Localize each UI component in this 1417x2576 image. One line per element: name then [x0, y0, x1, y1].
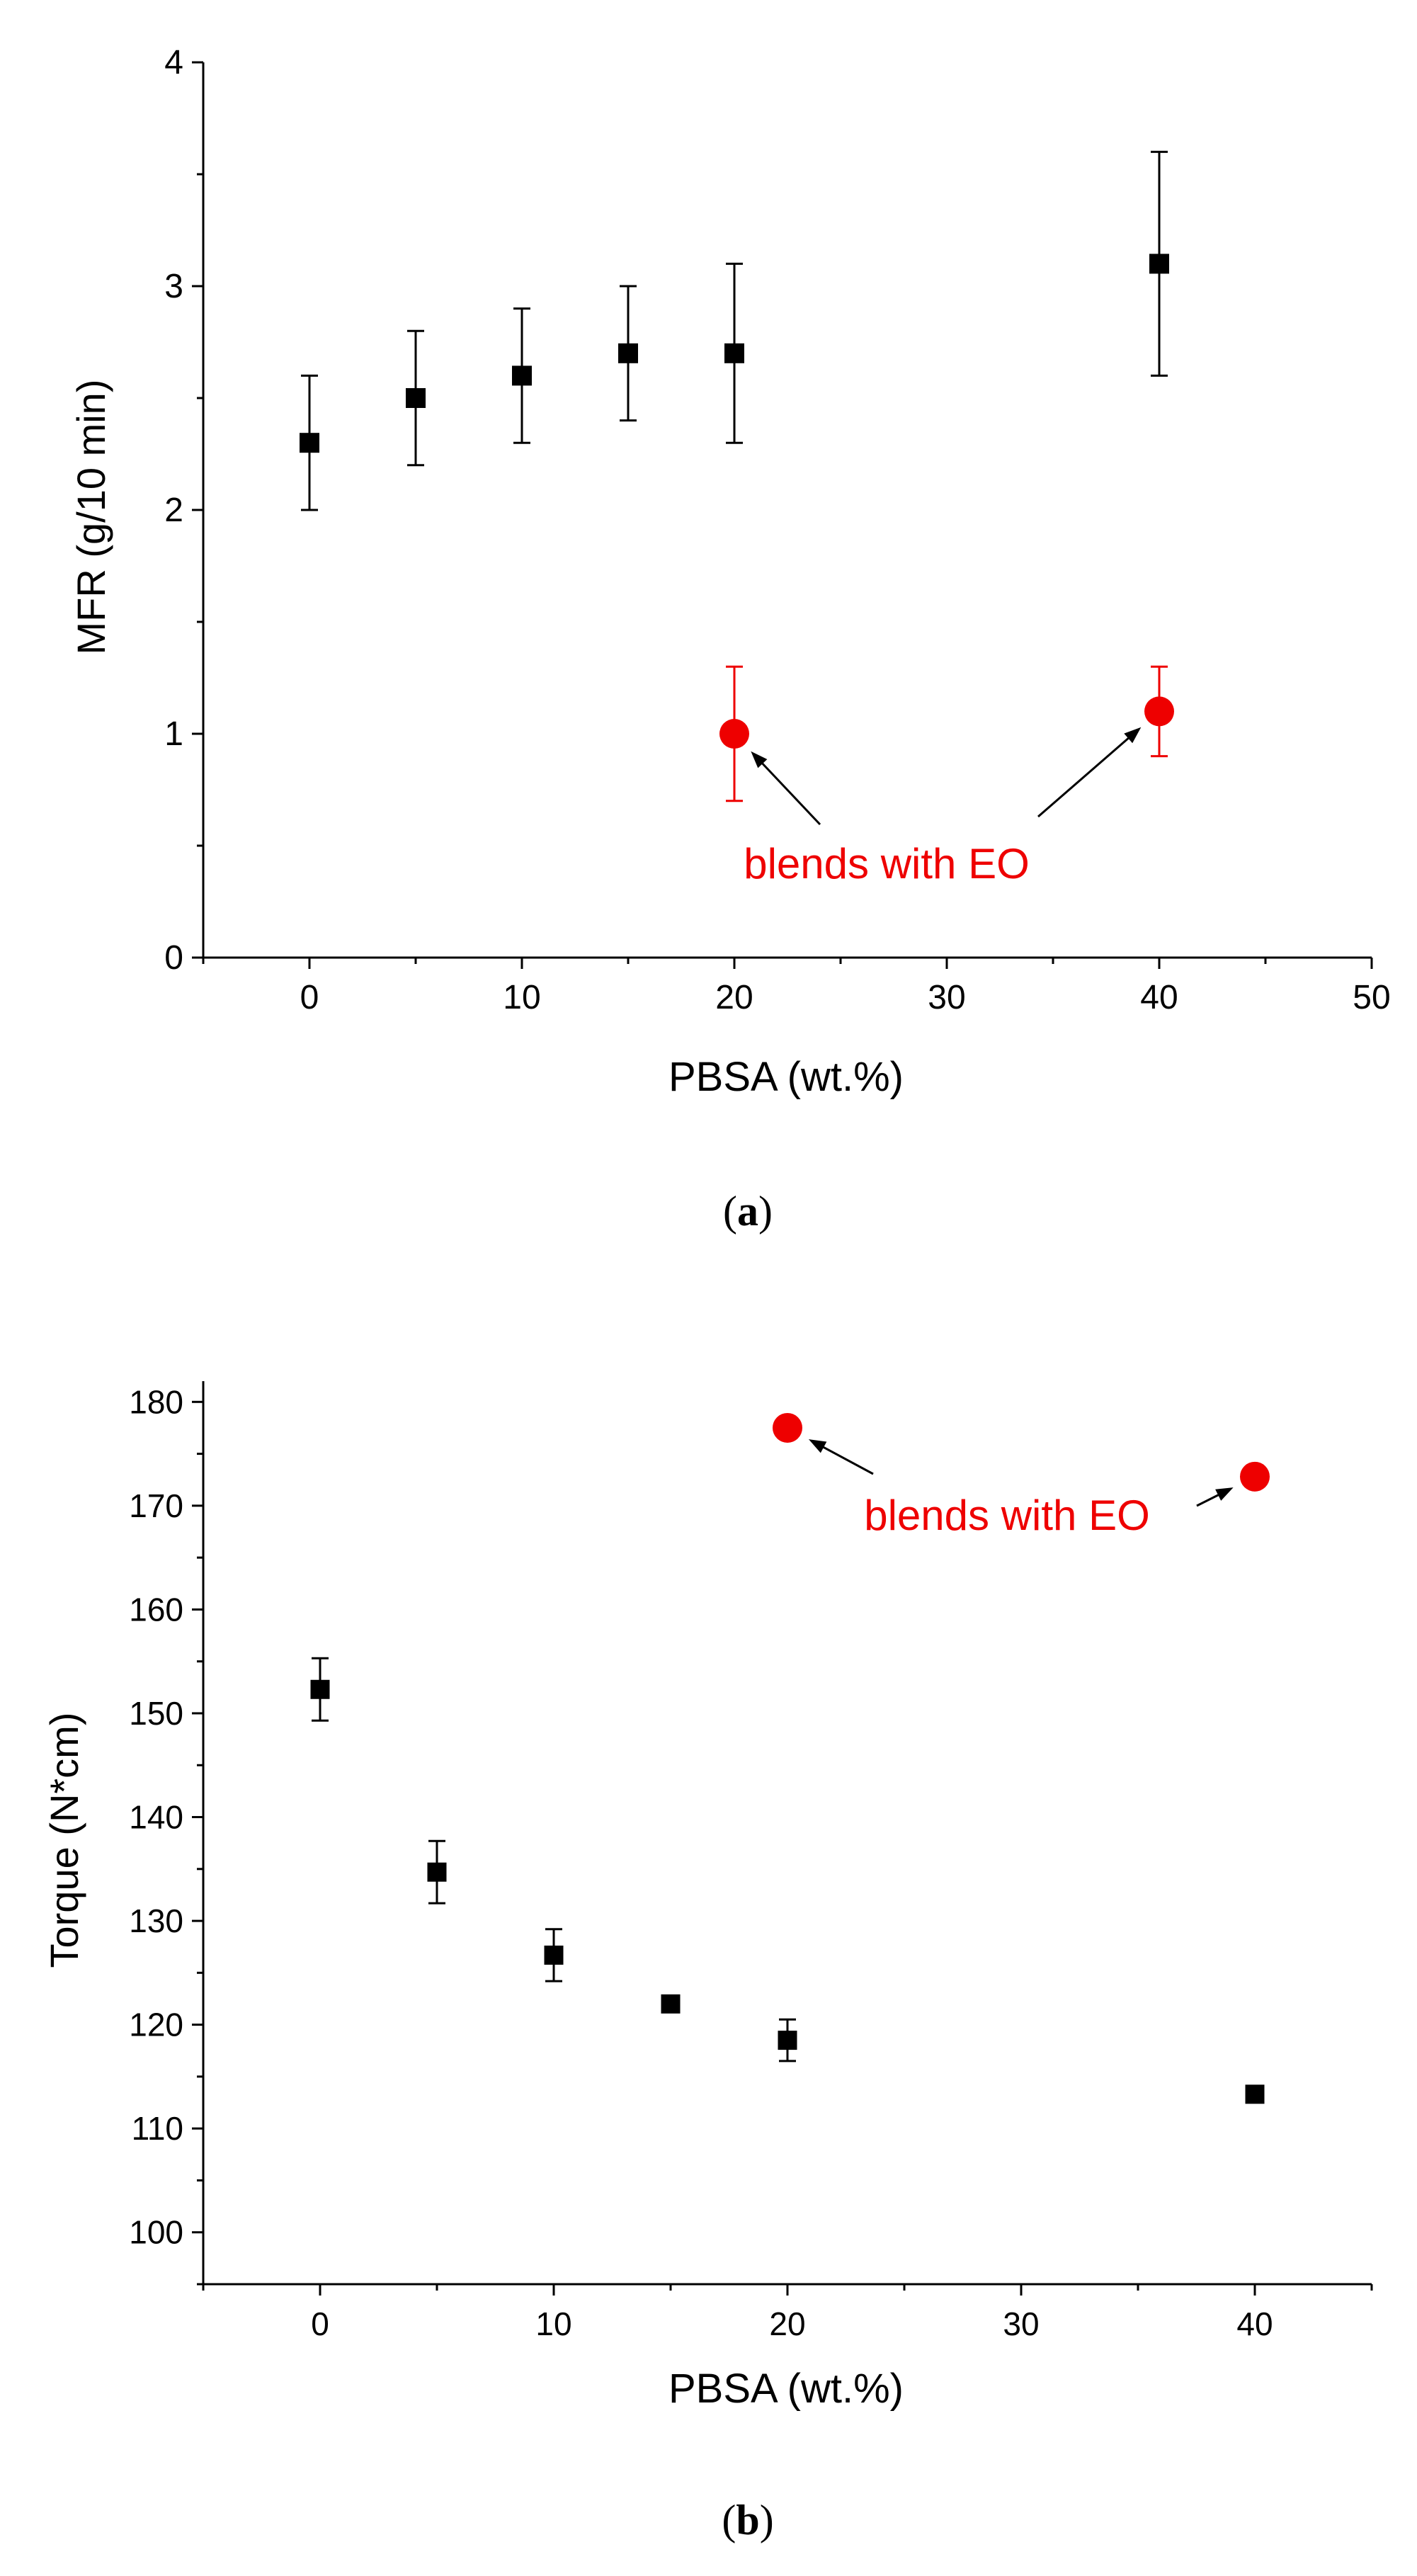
annotation-arrow-line: [816, 1443, 874, 1475]
y-tick-label: 0: [164, 939, 183, 977]
annotation-arrow-head: [751, 751, 768, 768]
data-point-square: [310, 1679, 330, 1699]
panel-b-marks: 0 10 20 30 40 100 110 120 130 140 150 160 170 180: [129, 1381, 1373, 2342]
x-tick-label: 30: [928, 979, 965, 1016]
x-tick-label: 30: [1003, 2305, 1039, 2342]
data-point-square: [618, 343, 638, 363]
panel-b-chart: 0 10 20 30 40 100 110 120 130 140 150 160 170 180 PBS…: [42, 1381, 1373, 2543]
x-tick-label: 10: [503, 979, 540, 1016]
x-tick-label: 40: [1140, 979, 1178, 1016]
data-point-square: [724, 343, 744, 363]
data-point-circle: [773, 1412, 802, 1443]
x-tick-label: 0: [311, 2305, 329, 2342]
y-tick-label: 160: [129, 1591, 183, 1628]
x-tick-label: 40: [1236, 2305, 1273, 2342]
annotation-arrow-line: [756, 757, 821, 826]
y-tick-label: 4: [164, 44, 183, 81]
data-point-square: [300, 433, 319, 453]
panel-a-chart: 0 10 20 30 40 50 0 1 2 3 4 PBSA (wt.%) MFR (g/10 m…: [69, 44, 1391, 1235]
y-tick-label: 110: [132, 2110, 183, 2147]
y-tick-label: 120: [129, 2007, 183, 2043]
data-point-circle: [1240, 1461, 1270, 1492]
data-point-square: [1245, 2084, 1265, 2104]
data-point-square: [661, 1994, 681, 2014]
y-tick-label: 130: [129, 1902, 183, 1939]
data-point-square: [1149, 254, 1169, 274]
annotation-arrow-head: [808, 1439, 827, 1453]
panel-a-y-axis-label: MFR (g/10 min): [69, 380, 113, 655]
y-tick-label: 2: [164, 492, 183, 529]
data-point-circle: [1144, 696, 1174, 727]
x-tick-label: 0: [300, 979, 319, 1016]
panel-b-annotation: blends with EO: [864, 1492, 1150, 1539]
annotation-arrow-line: [1037, 732, 1134, 818]
panel-a-caption: (a): [723, 1188, 773, 1235]
data-point-circle: [719, 719, 749, 749]
x-tick-label: 20: [769, 2305, 805, 2342]
y-tick-label: 170: [129, 1487, 183, 1524]
x-tick-label: 20: [715, 979, 753, 1016]
y-tick-label: 1: [164, 715, 183, 753]
x-tick-label: 50: [1353, 979, 1390, 1016]
panel-b-caption: (b): [722, 2497, 773, 2543]
data-point-square: [778, 2031, 797, 2050]
y-tick-label: 180: [129, 1383, 183, 1420]
panel-b-y-axis-label: Torque (N*cm): [42, 1713, 86, 1968]
panel-a-marks: 0 10 20 30 40 50 0 1 2 3 4: [164, 44, 1390, 1016]
annotation-arrow-head: [1124, 727, 1142, 744]
y-tick-label: 140: [129, 1799, 183, 1836]
data-point-square: [544, 1945, 564, 1965]
y-tick-label: 3: [164, 268, 183, 305]
x-tick-label: 10: [535, 2305, 571, 2342]
data-point-square: [406, 388, 426, 408]
data-point-square: [512, 365, 532, 386]
panel-b-x-axis-label: PBSA (wt.%): [668, 2366, 904, 2412]
y-tick-label: 150: [129, 1695, 183, 1732]
y-tick-label: 100: [129, 2214, 183, 2251]
data-point-square: [427, 1862, 447, 1882]
panel-a-x-axis-label: PBSA (wt.%): [668, 1054, 904, 1100]
annotation-arrow-head: [1215, 1487, 1234, 1501]
panel-a-annotation: blends with EO: [744, 840, 1030, 887]
